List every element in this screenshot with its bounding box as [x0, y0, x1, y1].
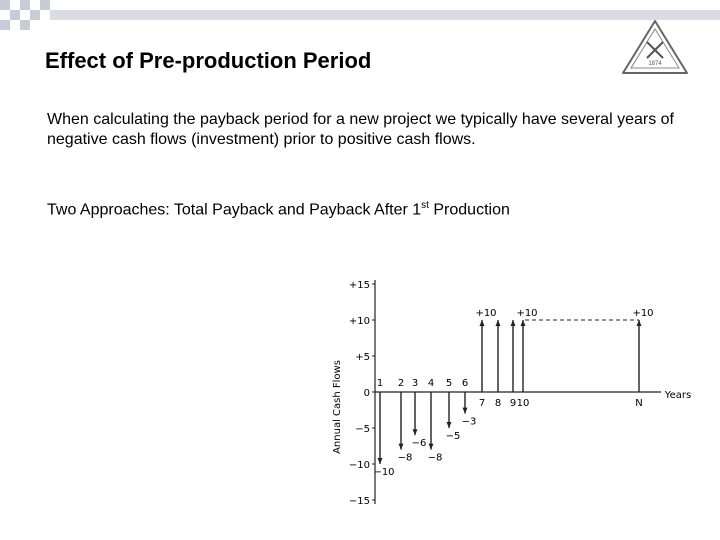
- value-label: −5: [446, 431, 461, 442]
- y-tick-label: +5: [355, 352, 370, 363]
- value-label: −6: [412, 438, 427, 449]
- arrow-head: [412, 429, 418, 436]
- y-tick-label: −10: [349, 460, 370, 471]
- value-label: +10: [516, 308, 537, 319]
- arrow-head: [479, 320, 485, 326]
- x-tick-label: 1: [377, 378, 383, 389]
- x-tick-label: 10: [517, 398, 530, 409]
- x-tick-label: 9: [510, 398, 516, 409]
- seal-year: 1874: [648, 61, 662, 67]
- value-label: +10: [632, 308, 653, 319]
- arrow-head: [462, 407, 468, 414]
- approaches-superscript: st: [421, 200, 429, 211]
- x-tick-label: 3: [412, 378, 418, 389]
- value-label: −8: [428, 453, 443, 464]
- arrow-head: [510, 320, 516, 326]
- x-axis-label: Years: [664, 390, 691, 401]
- intro-paragraph: When calculating the payback period for …: [47, 111, 674, 148]
- y-tick-label: −5: [355, 424, 370, 435]
- arrow-head: [520, 320, 526, 326]
- arrow-head: [636, 320, 642, 326]
- x-tick-label: N: [635, 398, 642, 409]
- arrow-head: [428, 443, 434, 450]
- y-axis-label: Annual Cash Flows: [332, 360, 343, 454]
- value-label: −3: [462, 417, 477, 428]
- approaches-text: Two Approaches: Total Payback and Paybac…: [47, 200, 510, 219]
- slide-title: Effect of Pre-production Period: [45, 48, 372, 73]
- x-tick-label: 6: [462, 378, 468, 389]
- arrow-head: [377, 458, 383, 464]
- arrow-head: [398, 443, 404, 450]
- value-label: −8: [398, 453, 413, 464]
- cash-flow-chart: Annual Cash Flows Years +15+10+50−5−10−1…: [332, 280, 691, 507]
- arrow-head: [446, 422, 452, 428]
- x-tick-label: 8: [495, 398, 501, 409]
- value-label: −10: [373, 467, 394, 478]
- x-tick-label: 7: [479, 398, 485, 409]
- value-label: +10: [475, 308, 496, 319]
- corner-grid-decoration: [0, 0, 720, 30]
- y-tick-label: +15: [349, 280, 370, 291]
- approaches-suffix: Production: [428, 201, 510, 219]
- x-tick-label: 2: [398, 378, 404, 389]
- y-tick-label: +10: [349, 316, 370, 327]
- arrow-head: [495, 320, 501, 326]
- x-tick-label: 5: [446, 378, 452, 389]
- school-seal-logo: 1874: [622, 20, 688, 74]
- y-tick-label: 0: [364, 388, 370, 399]
- y-tick-label: −15: [349, 496, 370, 507]
- x-tick-label: 4: [428, 378, 434, 389]
- approaches-prefix: Two Approaches: Total Payback and Paybac…: [47, 201, 422, 219]
